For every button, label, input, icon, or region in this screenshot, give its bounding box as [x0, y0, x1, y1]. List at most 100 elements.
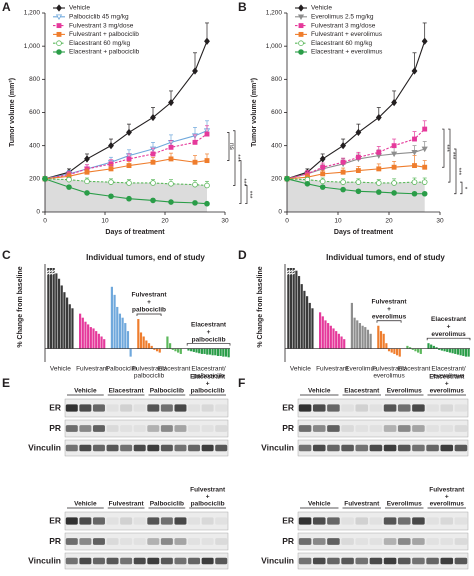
- group-annotation: everolimus: [372, 313, 407, 320]
- legend-marker: [298, 40, 304, 46]
- marker: [126, 156, 132, 162]
- marker: [355, 179, 362, 185]
- blot-band: [160, 404, 173, 412]
- bar: [103, 339, 106, 349]
- bar: [438, 348, 441, 350]
- blot-strip: [297, 439, 469, 457]
- marker: [340, 169, 346, 175]
- legend-label: Fulvestrant + everolimus: [311, 31, 383, 38]
- legend-marker: [56, 4, 62, 12]
- significance-bracket: [245, 185, 248, 205]
- group-label: Elacestrant: [398, 366, 431, 373]
- marker: [84, 178, 90, 185]
- blot-group-label: Vehicle: [74, 388, 97, 395]
- bar: [208, 348, 212, 355]
- blot-band: [106, 404, 119, 412]
- significance-label: ***: [455, 168, 462, 176]
- x-tick-label: 10: [101, 218, 109, 225]
- row-label: Vinculin: [261, 442, 294, 452]
- blot-band: [120, 404, 133, 412]
- row-label: PR: [282, 536, 294, 546]
- blot-band: [106, 538, 119, 545]
- bar: [60, 285, 63, 349]
- significance-bracket: [442, 128, 445, 168]
- bar: [158, 348, 161, 353]
- y-axis-title: % Change from baseline: [257, 266, 264, 347]
- blot-band: [133, 425, 146, 432]
- blot-band: [383, 557, 397, 565]
- blot-band: [327, 444, 340, 452]
- blot-band: [440, 557, 454, 565]
- bar: [195, 348, 198, 353]
- blot-band: [298, 517, 312, 525]
- marker: [126, 195, 132, 202]
- blot-band: [215, 538, 228, 545]
- blot-band: [327, 517, 340, 525]
- blot-group-label: +: [445, 494, 449, 501]
- y-tick-label: 1,000: [24, 43, 41, 50]
- group-label: Vehicle: [50, 366, 71, 373]
- blot-band: [92, 444, 105, 452]
- marker: [84, 169, 90, 175]
- bar: [110, 286, 113, 349]
- bar: [385, 343, 388, 349]
- blot-band: [327, 425, 340, 432]
- blot-band: [106, 425, 119, 432]
- blot-band: [369, 557, 383, 565]
- y-tick-label: 200: [271, 176, 282, 183]
- marker: [376, 149, 382, 155]
- blot-band: [341, 444, 354, 452]
- y-tick-label: 0: [36, 209, 40, 216]
- blot-strip: [64, 511, 229, 531]
- marker: [192, 200, 198, 206]
- blot-band: [355, 538, 369, 545]
- blot-group-label: everolimus: [430, 388, 465, 395]
- blot-band: [312, 444, 326, 452]
- marker: [42, 176, 48, 182]
- bar: [356, 320, 359, 349]
- marker: [340, 159, 346, 165]
- bar: [169, 343, 172, 349]
- blot-band: [412, 557, 425, 565]
- bar: [200, 348, 203, 354]
- blot-group-label: Vehicle: [74, 501, 97, 508]
- blot-group-label: Elacestrant: [429, 374, 465, 381]
- marker: [126, 163, 132, 169]
- blot-band: [174, 557, 187, 565]
- group-bracket: [426, 337, 471, 341]
- blot-band: [312, 517, 326, 525]
- legend-label: Vehicle: [69, 5, 90, 12]
- bar: [387, 348, 391, 352]
- bar: [295, 270, 298, 349]
- axis-break: [48, 269, 54, 275]
- bar: [124, 323, 127, 349]
- bar: [324, 320, 327, 349]
- bar: [377, 325, 380, 349]
- bar: [335, 331, 338, 349]
- axis-break: [291, 269, 296, 275]
- blot-group-label: Fulvestrant: [429, 487, 465, 494]
- panel-letter: D: [238, 248, 247, 262]
- blot-band: [298, 404, 312, 412]
- bar: [126, 331, 130, 349]
- bar: [211, 348, 214, 356]
- row-label: ER: [49, 515, 61, 525]
- bar: [432, 345, 435, 349]
- bar: [319, 312, 322, 349]
- blot-band: [298, 538, 312, 545]
- y-tick-label: 200: [29, 176, 40, 183]
- blot-group-label: Fulvestrant: [109, 501, 145, 508]
- marker: [391, 98, 398, 107]
- marker: [391, 190, 397, 196]
- blot-band: [79, 517, 92, 525]
- marker: [421, 190, 428, 197]
- y-axis-title: Tumor volume (mm³): [251, 78, 258, 147]
- blot-band: [79, 425, 92, 432]
- blot-band: [440, 444, 454, 452]
- blot-band: [65, 517, 78, 525]
- marker: [304, 181, 311, 187]
- bar: [454, 348, 457, 354]
- group-annotation: +: [447, 323, 451, 330]
- bar: [303, 290, 306, 349]
- blot-band: [174, 425, 187, 432]
